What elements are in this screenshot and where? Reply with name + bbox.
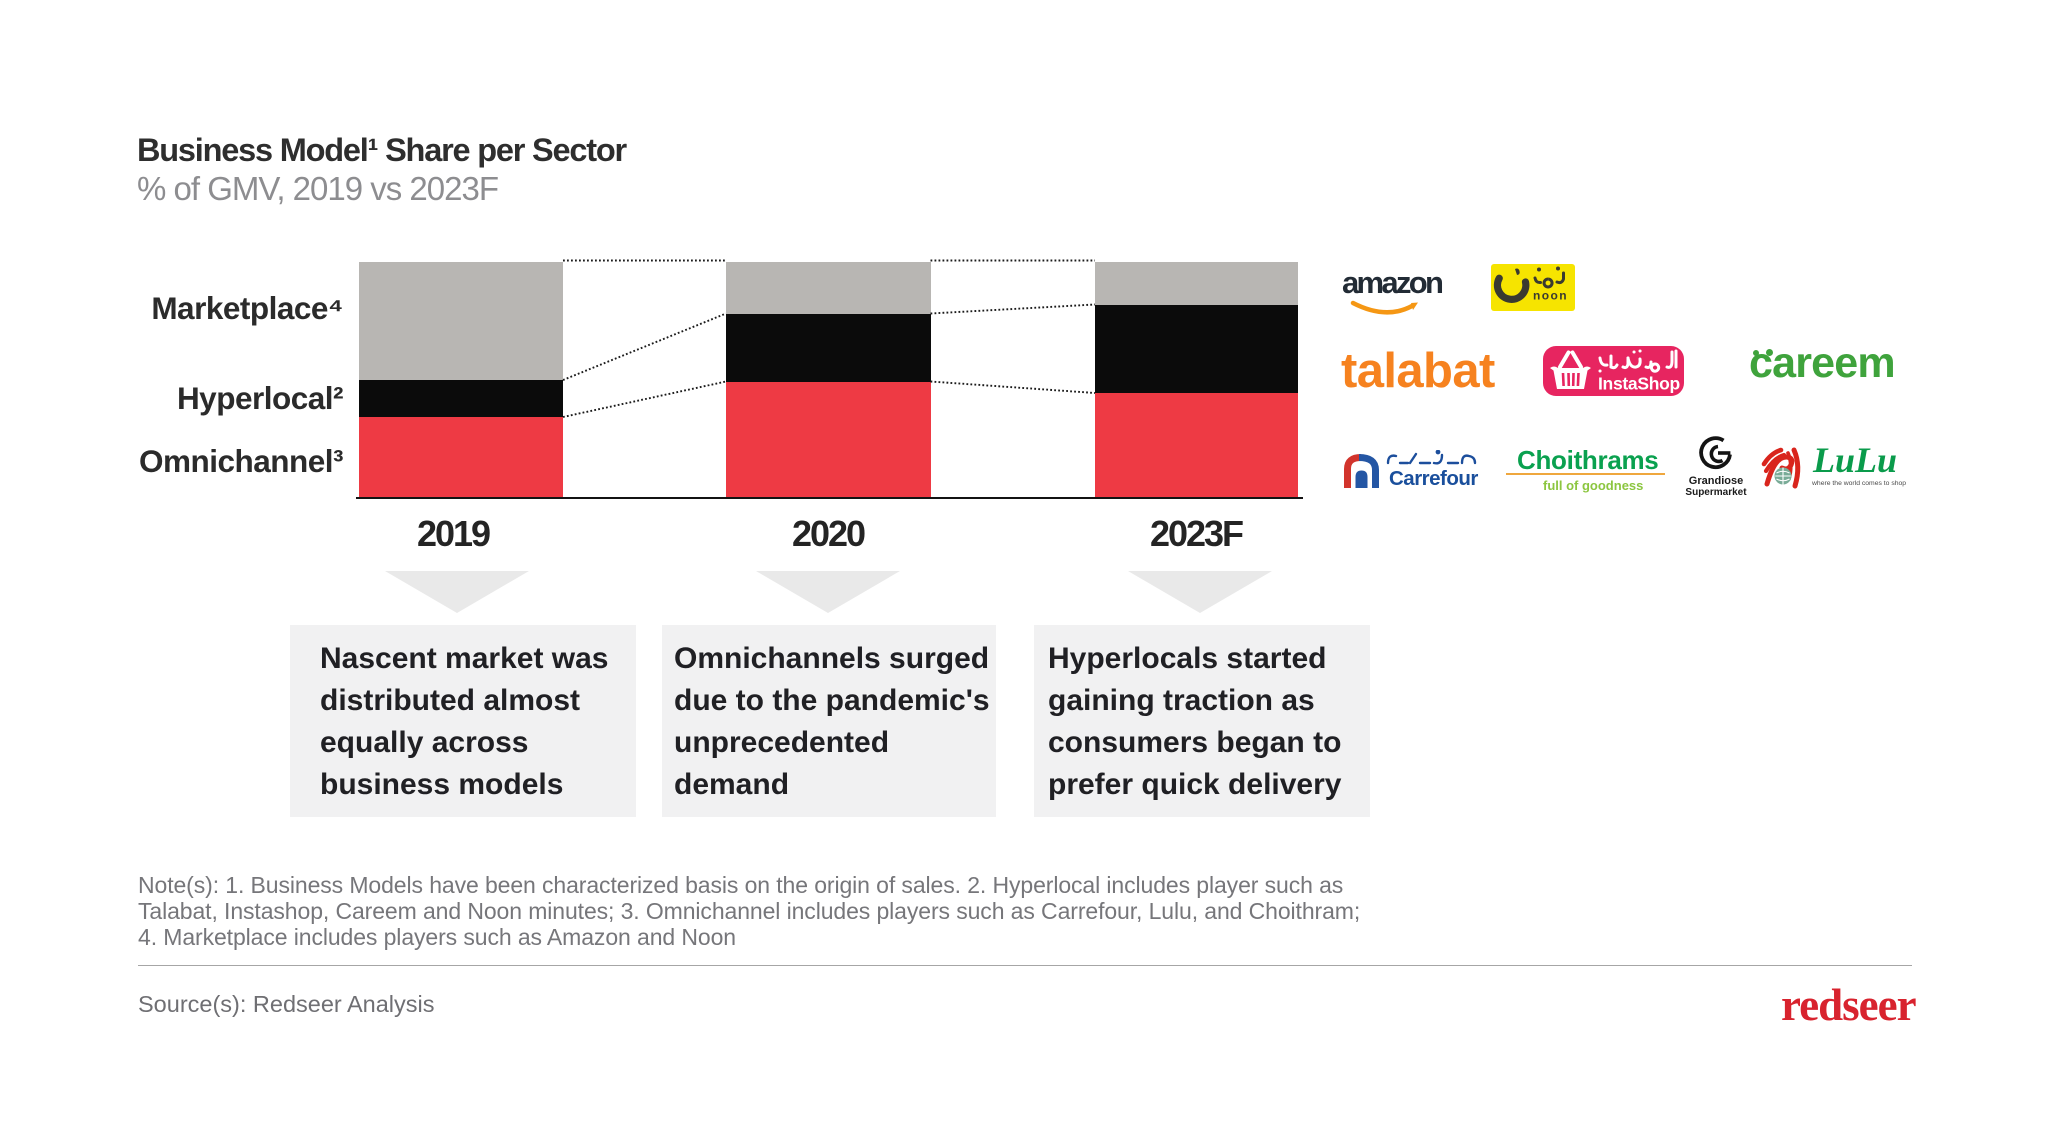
svg-text:noon: noon: [1533, 289, 1568, 303]
svg-text:InstaShop: InstaShop: [1598, 374, 1680, 394]
